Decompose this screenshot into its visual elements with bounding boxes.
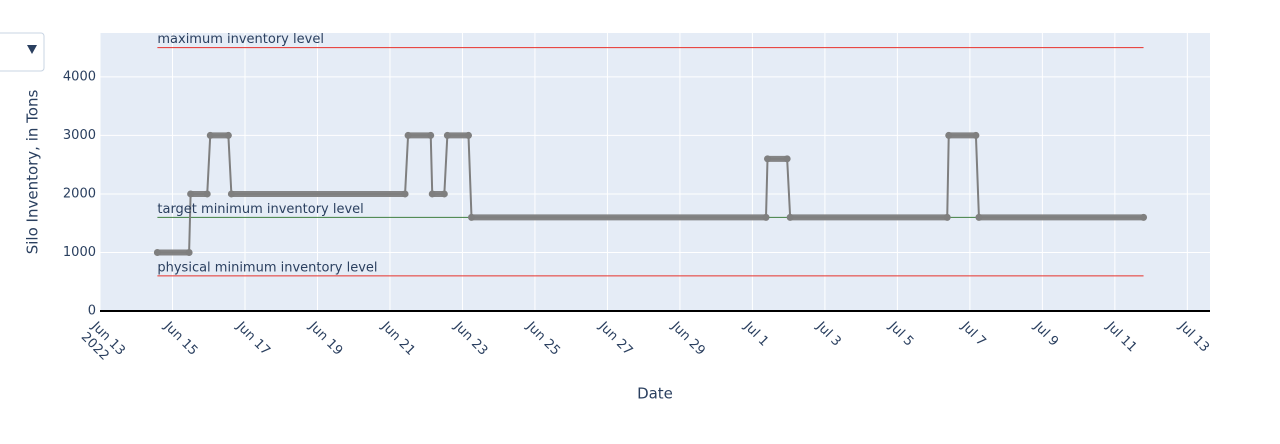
plot-area — [100, 33, 1210, 311]
marker — [427, 131, 435, 139]
x-tick-label: Jun 21 — [378, 318, 418, 358]
marker — [975, 213, 983, 221]
marker — [428, 190, 436, 198]
x-tick-label: Jul 1 — [740, 318, 771, 349]
x-tick-label: Jun 17 — [233, 318, 273, 358]
x-tick-label: Jun 19 — [305, 318, 345, 358]
x-tick-label: Jun 15 — [160, 318, 200, 358]
x-tick-label: Jul 9 — [1030, 318, 1061, 349]
marker — [203, 190, 211, 198]
x-axis-title: Date — [637, 385, 673, 403]
x-tick-label: Jun 132022 — [77, 318, 128, 369]
marker — [443, 131, 451, 139]
marker — [464, 131, 472, 139]
marker — [764, 155, 772, 163]
marker — [762, 213, 770, 221]
marker — [206, 131, 214, 139]
marker — [227, 190, 235, 198]
y-tick-label: 2000 — [63, 186, 96, 201]
y-tick-label: 3000 — [63, 128, 96, 143]
x-tick-label: Jul 7 — [958, 318, 989, 349]
marker — [440, 190, 448, 198]
reference-label: maximum inventory level — [157, 32, 324, 47]
dropdown[interactable] — [0, 32, 45, 72]
marker — [404, 131, 412, 139]
y-tick-label: 1000 — [63, 245, 96, 260]
marks — [153, 47, 1148, 277]
y-tick-label: 4000 — [63, 69, 96, 84]
marker — [185, 248, 193, 256]
marker — [401, 190, 409, 198]
marker — [1140, 213, 1148, 221]
reference-label: target minimum inventory level — [157, 202, 363, 217]
marker — [783, 155, 791, 163]
x-tick-label: Jun 29 — [668, 318, 708, 358]
marker — [786, 213, 794, 221]
marker — [224, 131, 232, 139]
marker — [468, 213, 476, 221]
y-axis-title: Silo Inventory, in Tons — [24, 90, 42, 255]
reference-label: physical minimum inventory level — [157, 260, 377, 275]
x-tick-label: Jul 5 — [885, 318, 916, 349]
x-tick-label: Jun 23 — [450, 318, 490, 358]
x-tick-label: Jul 13 — [1175, 318, 1212, 355]
marker — [153, 248, 161, 256]
dropdown-arrow[interactable] — [27, 45, 37, 54]
x-tick-label: Jun 27 — [595, 318, 635, 358]
x-tick-label: Jul 11 — [1103, 318, 1140, 355]
series-line — [157, 134, 1144, 254]
y-tick-label: 0 — [88, 304, 96, 319]
marker — [972, 131, 980, 139]
x-tick-label: Jul 3 — [813, 318, 844, 349]
x-tick-label: Jun 25 — [523, 318, 563, 358]
marker — [187, 190, 195, 198]
marker — [943, 213, 951, 221]
marker — [945, 131, 953, 139]
grid — [99, 33, 1210, 312]
